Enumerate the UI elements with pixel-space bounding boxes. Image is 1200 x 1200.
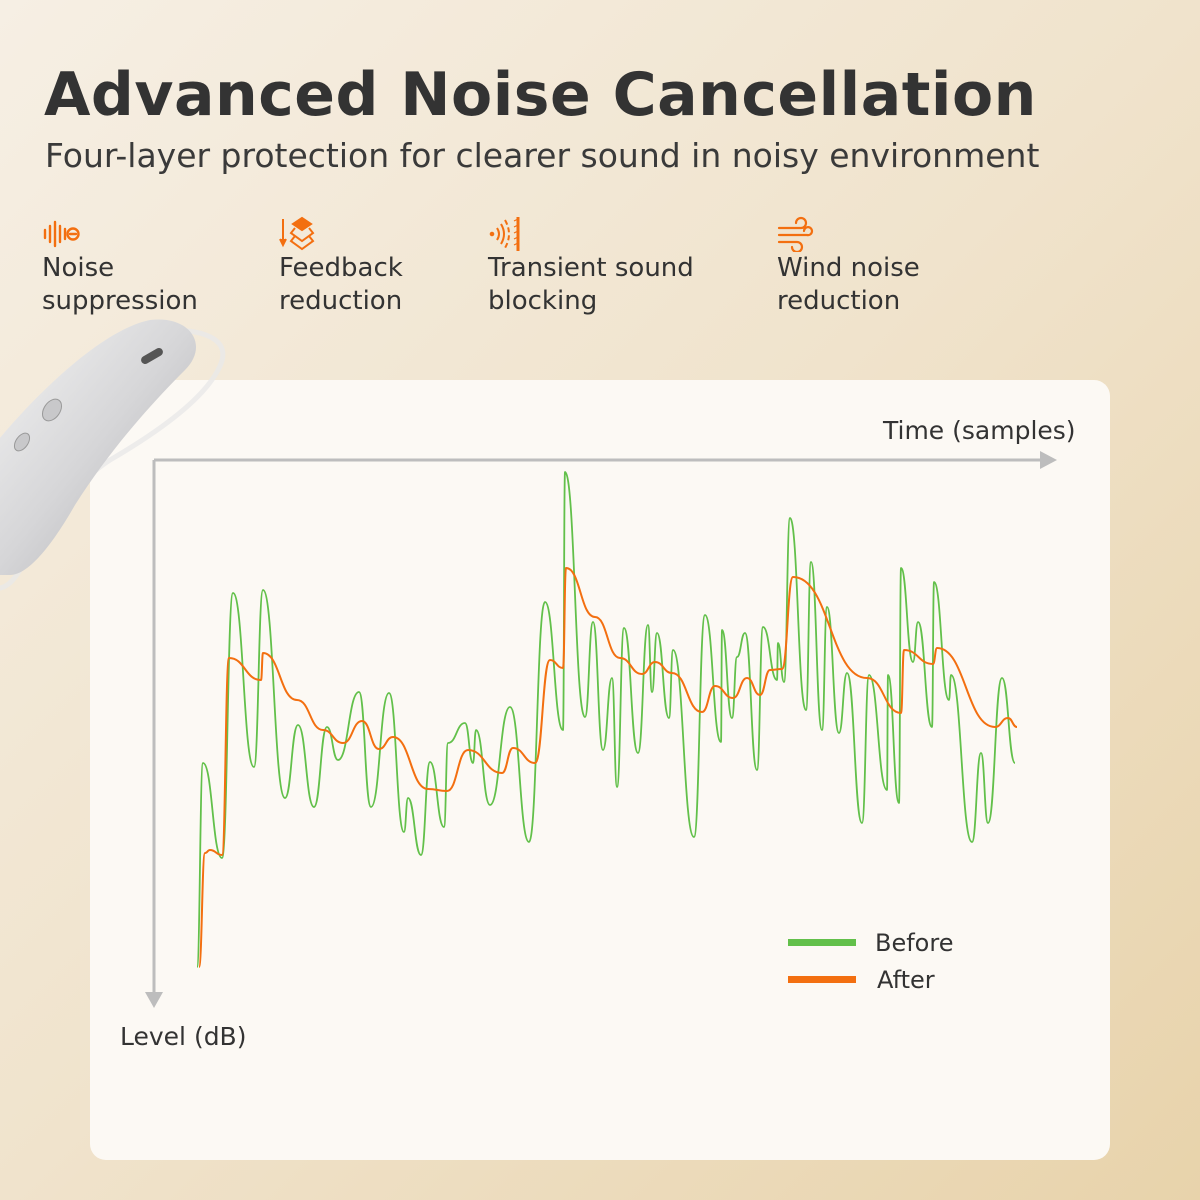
page-title: Advanced Noise Cancellation — [44, 60, 1037, 130]
chart-card — [90, 380, 1110, 1160]
y-axis — [145, 460, 163, 1008]
feature-noise-suppression: Noise suppression — [42, 216, 198, 318]
legend-swatch-before — [788, 939, 856, 946]
feature-label: Wind noise — [777, 253, 920, 283]
hearing-aid-image — [0, 319, 226, 591]
x-axis — [154, 451, 1057, 469]
feature-label: Noise — [42, 253, 115, 283]
sound-barrier-icon — [489, 217, 520, 251]
feature-label: Feedback — [279, 253, 403, 283]
feature-label: reduction — [777, 286, 901, 316]
feature-wind-noise-reduction: Wind noise reduction — [777, 216, 920, 318]
legend-label-after: After — [877, 966, 935, 994]
feature-feedback-reduction: Feedback reduction — [279, 216, 403, 318]
feature-label: Transient sound — [488, 253, 694, 283]
legend-label-before: Before — [875, 929, 954, 957]
wind-icon — [777, 216, 814, 252]
sound-wave-icon — [43, 220, 80, 248]
y-axis-label: Level (dB) — [120, 1022, 247, 1051]
page-subtitle: Four-layer protection for clearer sound … — [45, 136, 1040, 175]
series-before-line — [196, 471, 1016, 968]
legend-swatch-after — [788, 976, 856, 983]
feature-transient-sound-blocking: Transient sound blocking — [488, 216, 694, 318]
x-axis-label: Time (samples) — [883, 416, 1076, 445]
feature-label: reduction — [279, 286, 403, 316]
feature-label: suppression — [42, 286, 198, 316]
feature-label: blocking — [488, 286, 598, 316]
layers-arrow-icon — [279, 216, 315, 251]
